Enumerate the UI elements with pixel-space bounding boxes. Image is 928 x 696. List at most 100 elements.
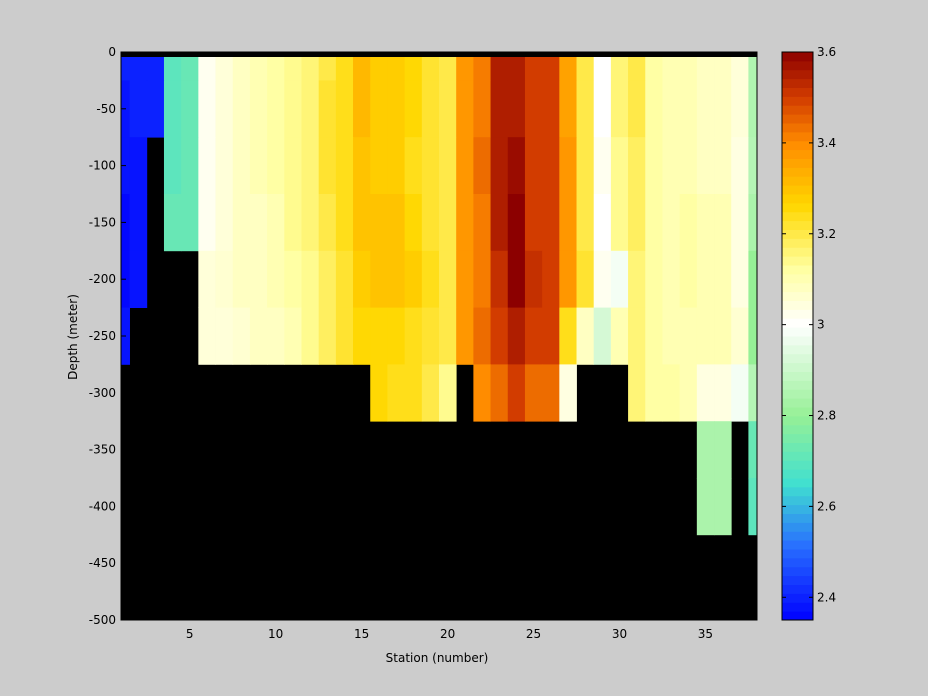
colorbar-swatch (782, 575, 813, 585)
heatmap-cell (559, 194, 577, 252)
heatmap-cell (507, 250, 526, 308)
colorbar-tick-label: 2.8 (817, 409, 836, 423)
colorbar-swatch (782, 167, 813, 177)
colorbar-swatch (782, 398, 813, 408)
colorbar-swatch (782, 176, 813, 186)
heatmap-cell (421, 250, 440, 308)
heatmap-cell (267, 194, 285, 252)
heatmap-cell (318, 250, 337, 308)
heatmap-cell (335, 137, 354, 195)
heatmap-cell (249, 80, 268, 138)
y-tick-label: -500 (89, 613, 116, 627)
colorbar-swatch (782, 202, 813, 213)
heatmap-cell (490, 80, 509, 138)
heatmap-cell (249, 52, 268, 81)
colorbar-swatch (782, 522, 813, 532)
heatmap-cell (576, 194, 595, 252)
y-tick-label: -150 (89, 215, 116, 229)
colorbar-swatch (782, 371, 813, 381)
heatmap-cell (439, 364, 457, 422)
heatmap-cell (301, 307, 320, 365)
heatmap-cell (507, 137, 526, 195)
heatmap-cell (679, 80, 698, 138)
colorbar-swatch (782, 433, 813, 443)
colorbar-swatch (782, 247, 813, 257)
colorbar: 2.4 2.6 2.8 3 3.2 3.4 3.6 (781, 45, 836, 621)
heatmap-cell (456, 52, 474, 81)
heatmap-cell (198, 250, 216, 308)
colorbar-swatch (782, 486, 813, 497)
heatmap-cell (129, 250, 148, 308)
heatmap-cell (404, 250, 423, 308)
colorbar-swatch (782, 424, 813, 435)
heatmap-cell (593, 52, 612, 81)
heatmap-cell (473, 250, 491, 308)
heatmap-cell (387, 307, 406, 365)
heatmap-cell (524, 137, 543, 195)
y-tick-label: 0 (108, 45, 116, 59)
y-axis-label: Depth (meter) (66, 294, 80, 380)
y-tick-label: -350 (89, 443, 116, 457)
colorbar-swatch (782, 531, 813, 541)
heatmap-cell (576, 52, 595, 81)
heatmap-cell (198, 194, 216, 252)
heatmap-cell (370, 137, 388, 195)
heatmap-cell (714, 250, 732, 308)
heatmap-cell (353, 194, 371, 252)
heatmap-cell (507, 80, 526, 138)
heatmap-cell (662, 194, 681, 252)
heatmap-cell (284, 137, 302, 195)
heatmap-cell (507, 194, 526, 252)
x-axis: 5 10 15 20 25 30 35 (186, 615, 713, 641)
colorbar-swatch (782, 451, 813, 461)
heatmap-cell (404, 52, 423, 81)
heatmap-cell (645, 307, 663, 365)
heatmap-cell (387, 80, 406, 138)
heatmap-cell (473, 194, 491, 252)
colorbar-swatch (782, 265, 813, 275)
heatmap-cell (301, 137, 320, 195)
heatmap-cell (387, 52, 406, 81)
heatmap-cell (404, 80, 423, 138)
heatmap-cell (353, 52, 371, 81)
heatmap-cell (318, 137, 337, 195)
x-tick-label: 25 (526, 627, 541, 641)
heatmap-cell (335, 194, 354, 252)
colorbar-swatch (782, 327, 813, 337)
heatmap-cell (301, 52, 320, 81)
heatmap-cell (490, 307, 509, 365)
heatmap-cell (576, 250, 595, 308)
heatmap-cell (645, 194, 663, 252)
heatmap-cell (387, 137, 406, 195)
heatmap-cell (198, 137, 216, 195)
heatmap-cell (714, 364, 732, 422)
heatmap-cell (696, 478, 715, 536)
heatmap-cell (731, 250, 749, 308)
heatmap-cell (576, 307, 595, 365)
colorbar-swatch (782, 353, 813, 364)
heatmap-cell (628, 364, 646, 422)
heatmap-cell (645, 137, 663, 195)
heatmap-cell (215, 52, 234, 81)
heatmap-cell (696, 137, 715, 195)
colorbar-swatch (782, 362, 813, 372)
heatmap-cell (696, 307, 715, 365)
heatmap-cell (421, 364, 440, 422)
colorbar-swatch (782, 549, 813, 559)
heatmap-cell (421, 52, 440, 81)
colorbar-swatch (782, 185, 813, 195)
heatmap-cell (301, 194, 320, 252)
heatmap-cell (662, 137, 681, 195)
heatmap-cell (232, 52, 251, 81)
heatmap-cell (404, 137, 423, 195)
heatmap-cell (490, 52, 509, 81)
heatmap-cell (284, 52, 302, 81)
heatmap-cell (267, 250, 285, 308)
heatmap-cell (490, 364, 509, 422)
heatmap-cell (748, 137, 758, 195)
heatmap-cell (679, 307, 698, 365)
colorbar-swatch (782, 407, 813, 417)
colorbar-swatch (782, 256, 813, 266)
heatmap-cell (215, 194, 234, 252)
heatmap-cell (490, 250, 509, 308)
